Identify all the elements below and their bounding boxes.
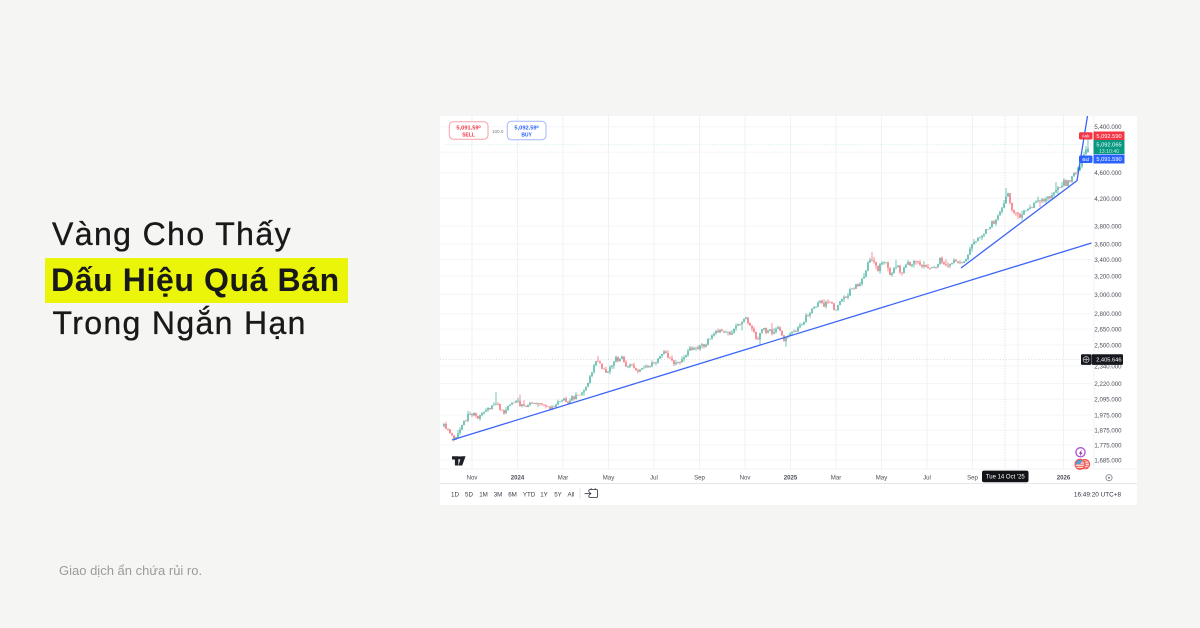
svg-text:16:49:20 UTC+8: 16:49:20 UTC+8 bbox=[1074, 491, 1122, 498]
svg-text:2,650.000: 2,650.000 bbox=[1094, 327, 1122, 334]
svg-text:13:10:40: 13:10:40 bbox=[1099, 149, 1119, 155]
svg-text:5,092.065: 5,092.065 bbox=[1096, 143, 1121, 149]
svg-text:5,092.590: 5,092.590 bbox=[1096, 134, 1121, 140]
svg-text:2,405.646: 2,405.646 bbox=[1096, 358, 1121, 364]
svg-text:3,000.000: 3,000.000 bbox=[1094, 292, 1122, 299]
svg-text:5,091.590: 5,091.590 bbox=[1096, 157, 1121, 163]
svg-text:3,400.000: 3,400.000 bbox=[1094, 257, 1122, 264]
svg-text:Sep: Sep bbox=[694, 475, 705, 482]
svg-text:6M: 6M bbox=[508, 491, 517, 498]
svg-text:1,775.000: 1,775.000 bbox=[1094, 442, 1122, 449]
svg-text:Sep: Sep bbox=[967, 475, 978, 482]
svg-text:May: May bbox=[603, 475, 615, 482]
svg-text:1Y: 1Y bbox=[540, 491, 548, 498]
svg-text:1M: 1M bbox=[479, 491, 488, 498]
svg-text:SELL: SELL bbox=[462, 132, 475, 138]
svg-text:2,800.000: 2,800.000 bbox=[1094, 311, 1122, 318]
svg-text:Mar: Mar bbox=[831, 475, 842, 482]
svg-text:3,200.000: 3,200.000 bbox=[1094, 274, 1122, 281]
svg-text:3,600.000: 3,600.000 bbox=[1094, 241, 1122, 248]
svg-text:5D: 5D bbox=[465, 491, 473, 498]
svg-text:4,600.000: 4,600.000 bbox=[1094, 170, 1122, 177]
svg-text:YTD: YTD bbox=[523, 491, 536, 498]
svg-text:Tue 14 Oct '25: Tue 14 Oct '25 bbox=[986, 475, 1026, 481]
svg-text:4,200.000: 4,200.000 bbox=[1094, 196, 1122, 203]
svg-text:BUY: BUY bbox=[521, 133, 532, 139]
svg-text:Ask: Ask bbox=[1082, 134, 1090, 139]
svg-text:2026: 2026 bbox=[1057, 475, 1071, 482]
svg-text:Nov: Nov bbox=[740, 475, 752, 482]
svg-text:100.0: 100.0 bbox=[492, 129, 504, 134]
svg-text:Mar: Mar bbox=[558, 475, 569, 482]
svg-text:2,340.000: 2,340.000 bbox=[1094, 363, 1122, 370]
svg-text:All: All bbox=[568, 491, 575, 498]
svg-text:1,975.000: 1,975.000 bbox=[1094, 413, 1122, 420]
svg-text:1,875.000: 1,875.000 bbox=[1094, 428, 1122, 435]
svg-text:Jul: Jul bbox=[650, 475, 658, 482]
svg-text:Jul: Jul bbox=[923, 475, 931, 482]
svg-text:2,220.000: 2,220.000 bbox=[1094, 381, 1122, 388]
svg-text:5,092.590: 5,092.590 bbox=[514, 124, 539, 131]
svg-text:1,685.000: 1,685.000 bbox=[1094, 457, 1122, 464]
svg-text:Bid: Bid bbox=[1082, 157, 1089, 162]
svg-text:5,400.000: 5,400.000 bbox=[1094, 124, 1122, 131]
svg-text:1D: 1D bbox=[451, 491, 459, 498]
svg-text:2,095.000: 2,095.000 bbox=[1094, 397, 1122, 404]
svg-text:Nov: Nov bbox=[467, 475, 479, 482]
svg-text:3,800.000: 3,800.000 bbox=[1094, 224, 1122, 231]
svg-text:5,091.590: 5,091.590 bbox=[456, 124, 481, 131]
svg-text:May: May bbox=[876, 475, 888, 482]
svg-text:5Y: 5Y bbox=[554, 491, 562, 498]
svg-text:2024: 2024 bbox=[511, 475, 525, 482]
svg-text:3M: 3M bbox=[494, 491, 503, 498]
svg-text:2025: 2025 bbox=[784, 475, 798, 482]
svg-text:2,500.000: 2,500.000 bbox=[1094, 342, 1122, 349]
